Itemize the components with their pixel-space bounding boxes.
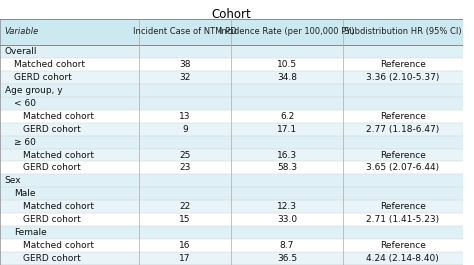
Text: Incidence Rate (per 100,000 PY): Incidence Rate (per 100,000 PY) (219, 27, 355, 36)
Text: 58.3: 58.3 (277, 164, 297, 173)
Text: Matched cohort: Matched cohort (23, 241, 94, 250)
Bar (0, 123, 463, 136)
Text: 33.0: 33.0 (277, 215, 297, 224)
Text: 34.8: 34.8 (277, 73, 297, 82)
Text: 4.24 (2.14-8.40): 4.24 (2.14-8.40) (366, 254, 439, 263)
Bar (0, 161, 463, 174)
Bar (0, 200, 463, 213)
Text: 22: 22 (180, 202, 191, 211)
Text: Matched cohort: Matched cohort (23, 112, 94, 121)
Text: Age group, y: Age group, y (5, 86, 62, 95)
Bar (0, 58, 463, 71)
Text: GERD cohort: GERD cohort (14, 73, 72, 82)
Text: Sex: Sex (5, 176, 21, 186)
Text: 23: 23 (180, 164, 191, 173)
Bar (0, 45, 463, 58)
Text: 3.36 (2.10-5.37): 3.36 (2.10-5.37) (366, 73, 439, 82)
Text: Variable: Variable (5, 27, 39, 36)
Text: Matched cohort: Matched cohort (14, 60, 85, 69)
Text: 16: 16 (180, 241, 191, 250)
Bar (0, 239, 463, 252)
Bar (0, 71, 463, 84)
Text: Matched cohort: Matched cohort (23, 151, 94, 160)
Bar (0, 97, 463, 110)
Text: ≥ 60: ≥ 60 (14, 138, 36, 147)
Text: 17: 17 (180, 254, 191, 263)
Bar (0, 84, 463, 97)
Bar (0, 149, 463, 161)
Text: 15: 15 (180, 215, 191, 224)
Bar (0, 252, 463, 265)
Text: GERD cohort: GERD cohort (23, 164, 81, 173)
Text: Cohort: Cohort (211, 8, 251, 21)
Text: GERD cohort: GERD cohort (23, 125, 81, 134)
Text: 9: 9 (182, 125, 188, 134)
Text: Overall: Overall (5, 47, 37, 56)
Text: Reference: Reference (380, 202, 426, 211)
Bar (0, 187, 463, 200)
Text: 38: 38 (180, 60, 191, 69)
Bar (0, 136, 463, 149)
Text: Reference: Reference (380, 241, 426, 250)
Text: 3.65 (2.07-6.44): 3.65 (2.07-6.44) (366, 164, 439, 173)
Text: 13: 13 (180, 112, 191, 121)
Text: 16.3: 16.3 (277, 151, 297, 160)
Text: 2.71 (1.41-5.23): 2.71 (1.41-5.23) (366, 215, 439, 224)
Bar (0, 19, 463, 45)
Text: Subdistribution HR (95% CI): Subdistribution HR (95% CI) (344, 27, 462, 36)
Text: Incident Case of NTM PD: Incident Case of NTM PD (133, 27, 237, 36)
Text: 17.1: 17.1 (277, 125, 297, 134)
Text: 32: 32 (180, 73, 191, 82)
Bar (0, 174, 463, 187)
Text: Female: Female (14, 228, 46, 237)
Text: Reference: Reference (380, 151, 426, 160)
Text: 10.5: 10.5 (277, 60, 297, 69)
Text: Reference: Reference (380, 60, 426, 69)
Text: 2.77 (1.18-6.47): 2.77 (1.18-6.47) (366, 125, 439, 134)
Text: 25: 25 (180, 151, 191, 160)
Text: GERD cohort: GERD cohort (23, 254, 81, 263)
Text: 36.5: 36.5 (277, 254, 297, 263)
Bar (0, 226, 463, 239)
Text: Male: Male (14, 189, 36, 198)
Text: Reference: Reference (380, 112, 426, 121)
Text: 12.3: 12.3 (277, 202, 297, 211)
Text: 8.7: 8.7 (280, 241, 294, 250)
Bar (0, 213, 463, 226)
Bar (0, 110, 463, 123)
Text: 6.2: 6.2 (280, 112, 294, 121)
Text: GERD cohort: GERD cohort (23, 215, 81, 224)
Text: < 60: < 60 (14, 99, 36, 108)
Text: Matched cohort: Matched cohort (23, 202, 94, 211)
